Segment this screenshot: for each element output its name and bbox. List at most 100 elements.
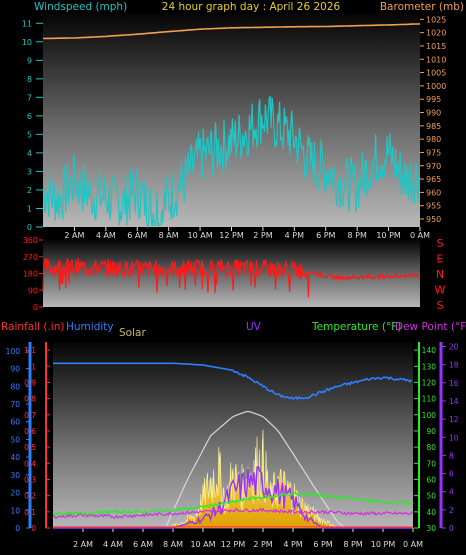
windspeed-tick: 4 [27, 149, 32, 158]
time-axis-3: 2 AM 4 AM 6 AM 8 AM 10 AM 12 PM 2 PM 4 PM 6 PM 8 … [73, 528, 423, 549]
windspeed-tick: 7 [27, 93, 32, 102]
compass-label: E [437, 253, 444, 266]
uv-tick: 4 [449, 488, 454, 497]
uv-tick: 0 [449, 524, 454, 533]
rain-tick: 0.2 [24, 492, 36, 501]
time-tick-label: 6 AM [127, 231, 147, 240]
compass-label: S [437, 299, 444, 312]
barometer-tick: 1020 [426, 29, 446, 38]
temp-tick: 90 [426, 427, 436, 436]
barometer-axis: 950 955 960 965 970 975 980 985 990 995 1000 1005 10… [420, 15, 446, 224]
chart-title: 24 hour graph day : April 26 2026 [162, 1, 341, 13]
time-tick-label: 6 PM [316, 231, 335, 240]
time-tick-label: 4 AM [103, 540, 123, 549]
temp-tick: 50 [426, 492, 436, 501]
humidity-tick: 60 [10, 418, 20, 427]
direction-tick: 270 [23, 253, 38, 262]
climate-series [52, 362, 414, 529]
barometer-tick: 990 [426, 109, 441, 118]
temp-tick: 60 [426, 475, 436, 484]
rain-tick: 0.4 [24, 459, 36, 468]
humidity-tick: 0 [15, 524, 20, 533]
barometer-tick: 995 [426, 95, 441, 104]
rain-tick: 0.5 [24, 443, 36, 452]
barometer-tick: 1025 [426, 15, 446, 24]
barometer-tick: 1000 [426, 82, 446, 91]
temperature-line [52, 491, 414, 517]
uv-tick: 16 [449, 379, 459, 388]
humidity-tick: 30 [10, 471, 20, 480]
wind-barometer-panel [43, 14, 420, 227]
time-tick-label: 10 PM [371, 540, 396, 549]
uv-tick: 10 [449, 433, 459, 442]
windspeed-tick: 5 [27, 130, 32, 139]
uv-tick: 20 [449, 343, 459, 352]
temp-tick: 70 [426, 459, 436, 468]
direction-tick: 0 [33, 303, 38, 312]
compass-label: N [436, 268, 444, 281]
windspeed-tick: 8 [27, 75, 32, 84]
solar-label: Solar [119, 327, 146, 339]
time-tick-label: 10 AM [188, 231, 213, 240]
barometer-tick: 975 [426, 148, 441, 157]
solar-max-line [164, 411, 346, 529]
humidity-tick: 20 [10, 489, 20, 498]
barometer-tick: 950 [426, 215, 441, 224]
time-tick-label: 10 PM [376, 231, 401, 240]
time-tick-label: 6 PM [313, 540, 332, 549]
barometer-tick: 980 [426, 135, 441, 144]
rain-tick: 0.9 [24, 378, 36, 387]
uv-tick: 2 [449, 506, 454, 515]
time-tick-label: 12 PM [221, 540, 246, 549]
uv-line [53, 465, 412, 529]
humidity-label: Humidity [66, 321, 114, 333]
time-tick-label: 8 PM [347, 231, 366, 240]
direction-tick: 180 [23, 270, 38, 279]
windspeed-tick: 3 [27, 167, 32, 176]
barometer-tick: 985 [426, 122, 441, 131]
time-tick-label: 8 AM [163, 540, 183, 549]
windspeed-tick: 0 [27, 223, 32, 232]
compass-label: W [435, 284, 446, 297]
time-tick-label: 10 AM [190, 540, 215, 549]
wind-barometer-series [42, 23, 421, 229]
time-axis-1: 2 AM 4 AM 6 AM 8 AM 10 AM 12 PM 2 PM 4 PM 6 PM 8 … [64, 227, 430, 240]
dewpoint-label: Dew Point (°F) [395, 321, 466, 333]
direction-axis: 0 90 180 270 360 [23, 236, 43, 312]
rain-tick: 0.1 [24, 508, 36, 517]
humidity-tick: 80 [10, 382, 20, 391]
temp-tick: 80 [426, 443, 436, 452]
windspeed-tick: 6 [27, 112, 32, 121]
humidity-tick: 10 [10, 506, 20, 515]
climate-axes: 010203040506070809010000.10.20.30.40.50.… [6, 342, 459, 533]
temp-tick: 40 [426, 508, 436, 517]
barometer-tick: 955 [426, 202, 441, 211]
time-tick-label: 4 AM [96, 231, 116, 240]
rain-tick: 1 [31, 362, 36, 371]
barometer-tick: 1005 [426, 69, 446, 78]
windspeed-label: Windspeed (mph) [34, 1, 127, 13]
uv-tick: 8 [449, 451, 454, 460]
wind-direction-series [42, 257, 420, 298]
windspeed-tick: 1 [27, 204, 32, 213]
time-tick-label: 8 AM [159, 231, 179, 240]
rain-tick: 0 [31, 524, 36, 533]
temp-tick: 100 [422, 411, 437, 420]
time-tick-label: 8 PM [343, 540, 362, 549]
windspeed-tick: 2 [27, 186, 32, 195]
humidity-line [53, 362, 413, 401]
time-tick-label: 2 AM [64, 231, 84, 240]
direction-tick: 90 [28, 286, 38, 295]
barometer-tick: 965 [426, 175, 441, 184]
direction-tick: 360 [23, 236, 38, 245]
barometer-label: Barometer (mb) [380, 1, 464, 13]
humidity-tick: 50 [10, 435, 20, 444]
time-tick-label: 4 PM [283, 540, 302, 549]
time-tick-label: 12 PM [219, 231, 244, 240]
dewpoint-line [52, 507, 414, 519]
barometer-tick: 1010 [426, 55, 446, 64]
uv-tick: 18 [449, 361, 459, 370]
uv-tick: 14 [449, 397, 459, 406]
